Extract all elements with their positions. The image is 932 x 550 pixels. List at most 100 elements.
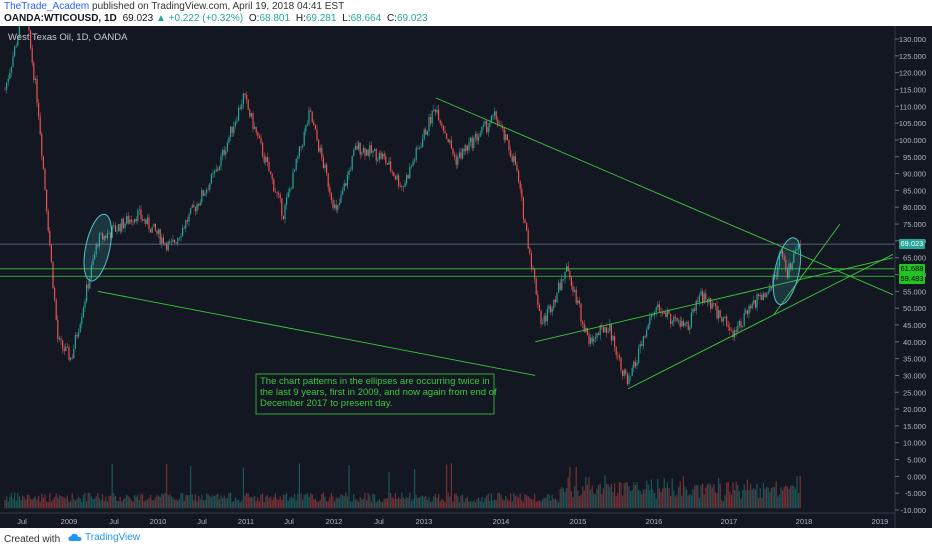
price-candle-body — [300, 146, 302, 148]
price-axis-label: -5.000 — [905, 489, 926, 498]
price-candle-body — [647, 324, 649, 330]
tradingview-label: TradingView — [85, 532, 141, 543]
author-link[interactable]: TheTrade_Academ — [4, 1, 90, 12]
volume-bar — [559, 489, 561, 509]
annotation-box[interactable]: The chart patterns in the ellipses are o… — [255, 373, 497, 415]
volume-bar — [313, 499, 315, 509]
volume-bar — [169, 494, 171, 509]
price-candle-body — [686, 322, 688, 324]
volume-bar — [290, 496, 292, 509]
price-candle-body — [678, 320, 680, 322]
volume-bar — [740, 498, 742, 509]
volume-bar — [561, 487, 563, 509]
price-candle-body — [204, 193, 206, 196]
volume-bar — [404, 498, 406, 509]
volume-bar — [490, 493, 492, 509]
volume-bar — [74, 500, 76, 509]
volume-bar — [470, 500, 472, 509]
volume-bar — [319, 500, 321, 509]
price-candle-body — [175, 242, 177, 244]
price-candle-body — [103, 235, 105, 240]
price-candle-body — [54, 287, 56, 300]
volume-bar — [569, 467, 571, 509]
price-candle-body — [113, 225, 115, 227]
price-candle-body — [441, 123, 443, 126]
volume-bar — [682, 476, 684, 509]
price-candle-body — [41, 134, 43, 157]
price-candle-body — [102, 233, 104, 240]
price-candle-body — [770, 286, 772, 289]
volume-bar — [655, 498, 657, 509]
price-candle-body — [406, 175, 408, 184]
volume-bar — [81, 502, 83, 509]
price-axis-label: 90.000 — [903, 170, 926, 179]
volume-bar — [87, 492, 89, 509]
volume-bar — [148, 498, 150, 509]
price-candle-body — [282, 215, 284, 219]
price-candle-body — [463, 148, 465, 152]
volume-bar — [553, 499, 555, 509]
price-candle-body — [50, 245, 52, 262]
volume-bar — [151, 500, 153, 509]
volume-bar — [97, 493, 99, 509]
volume-bar — [324, 496, 326, 509]
price-candle-body — [236, 120, 238, 122]
volume-bar — [302, 499, 304, 509]
price-candle-body — [138, 209, 140, 211]
price-candle-body — [15, 45, 17, 47]
chart-area[interactable]: The chart patterns in the ellipses are o… — [0, 0, 932, 528]
volume-bar — [535, 501, 537, 509]
price-candle-body — [316, 129, 318, 140]
price-candle-body — [505, 134, 507, 140]
price-candle-body — [166, 243, 168, 251]
price-candle-body — [270, 171, 272, 175]
price-candle-body — [486, 121, 488, 133]
volume-bar — [303, 494, 305, 509]
volume-bar — [12, 498, 14, 509]
chart-legend-title[interactable]: West Texas Oil, 1D, OANDA — [8, 32, 128, 43]
volume-bar — [38, 495, 40, 509]
price-candle-body — [193, 205, 195, 207]
price-candle-body — [119, 223, 121, 232]
price-candle-body — [298, 146, 300, 157]
time-axis-label: Jul — [197, 517, 207, 526]
volume-bar — [430, 501, 432, 509]
volume-bar — [766, 486, 768, 509]
price-candle-body — [10, 66, 12, 73]
price-candle-body — [239, 107, 241, 109]
price-chart[interactable]: The chart patterns in the ellipses are o… — [0, 0, 932, 528]
price-candle-body — [210, 173, 212, 184]
volume-bar — [644, 489, 646, 509]
volume-bar — [25, 499, 27, 509]
price-candle-body — [90, 265, 92, 279]
volume-bar — [254, 496, 256, 509]
volume-bar — [417, 497, 419, 509]
price-candle-body — [490, 115, 492, 124]
volume-bar — [292, 497, 294, 509]
price-candle-body — [79, 324, 81, 332]
volume-bar — [783, 486, 785, 509]
price-candle-body — [438, 109, 440, 121]
volume-bar — [4, 499, 6, 509]
volume-bar — [489, 501, 491, 509]
volume-bar — [78, 496, 80, 509]
volume-bar — [228, 492, 230, 509]
price-candle-body — [342, 190, 344, 195]
price-candle-body — [636, 363, 638, 367]
volume-bar — [270, 496, 272, 509]
volume-bar — [326, 501, 328, 509]
volume-bar — [455, 493, 457, 509]
price-candle-body — [743, 312, 745, 327]
volume-bar — [153, 500, 155, 509]
tradingview-brand[interactable]: TradingView — [68, 532, 140, 543]
low-label: L: — [342, 13, 351, 24]
price-candle-body — [244, 93, 246, 95]
price-candle-body — [538, 305, 540, 311]
price-candle-body — [127, 216, 129, 224]
volume-bar — [262, 493, 264, 509]
price-candle-body — [130, 219, 132, 222]
volume-bar — [122, 499, 124, 509]
volume-bar — [468, 501, 470, 509]
lower-level-tag: 59.483 — [899, 274, 925, 284]
volume-bar — [769, 491, 771, 509]
